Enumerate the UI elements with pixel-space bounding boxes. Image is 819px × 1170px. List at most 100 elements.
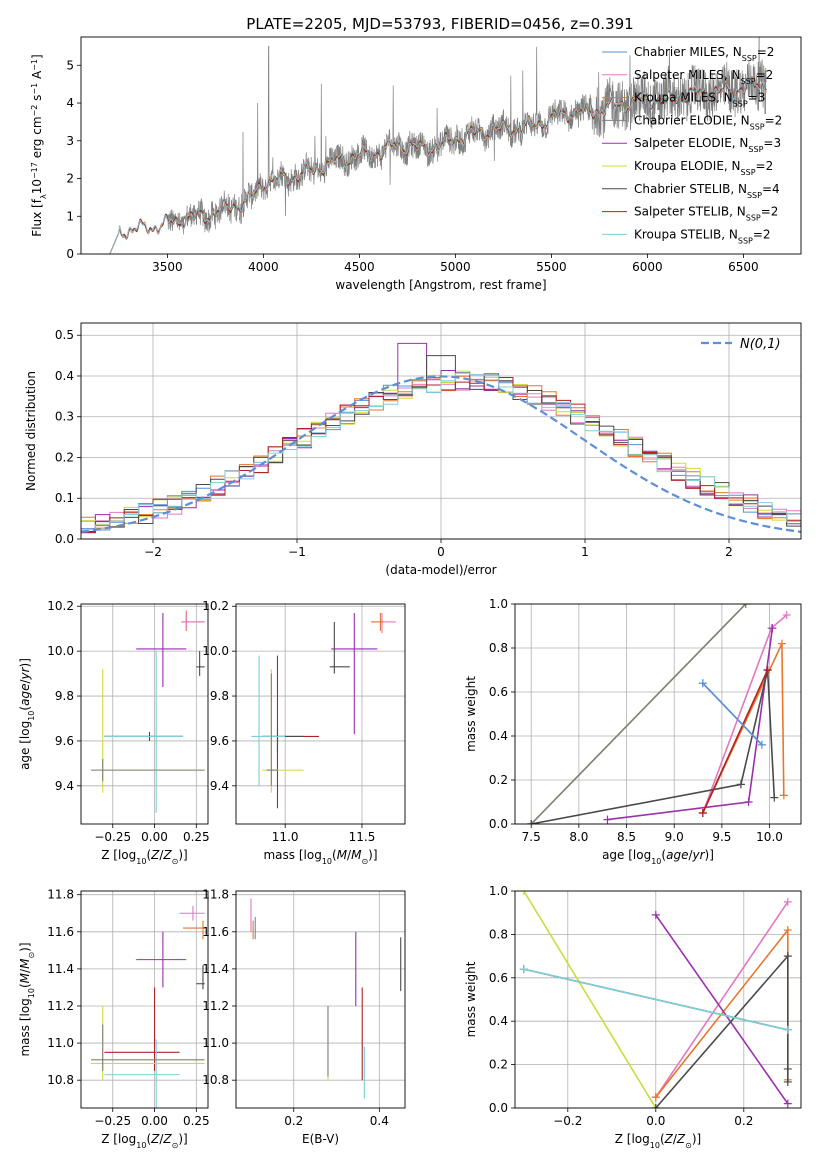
tick-label-x: 0.2 (734, 1114, 753, 1128)
label-part: −17 (30, 162, 39, 179)
weight-marker-salp_elodie (651, 910, 660, 919)
tick-label-x: 0 (437, 545, 445, 559)
tick-label-y: 3 (66, 134, 74, 148)
axes-frame (80, 890, 209, 1109)
plot-area (91, 610, 205, 813)
weight-marker-salp_elodie (744, 798, 753, 806)
tick-label-x: 0.0 (646, 1114, 665, 1128)
legend-entry: Salpeter STELIB, NSSP=2 (634, 205, 778, 223)
label-part: E(B-V) (302, 1132, 339, 1146)
tick-label-x: 5000 (440, 260, 471, 274)
label-part: erg cm (30, 116, 44, 162)
label-part: / (688, 848, 693, 862)
legend-entry: Chabrier ELODIE, NSSP=2 (634, 113, 782, 130)
tick-label-y: 0.4 (489, 729, 508, 743)
label-part: 10 (136, 857, 146, 866)
legend-name: Kroupa ELODIE, N (634, 159, 741, 173)
weight-marker-chab_miles (698, 679, 707, 688)
tick-label-y: 2 (66, 172, 74, 186)
label-part: ⊙ (172, 1141, 179, 1150)
tick-label-y: 9.6 (210, 734, 229, 748)
tick-label-y: 10.8 (202, 1073, 229, 1087)
legend-name: Salpeter MILES, N (634, 68, 741, 82)
tick-label-x: 2 (725, 545, 733, 559)
label-part: λ (39, 194, 48, 199)
tick-label-y: 0.5 (55, 328, 74, 342)
legend-entry: Chabrier STELIB, NSSP=4 (634, 182, 780, 200)
weight-line-chab_stelib (531, 669, 776, 824)
label-part: age [log (602, 848, 651, 862)
x-axis-label: Z [log10(Z/Z⊙)] (101, 848, 187, 866)
tick-label-y: 0.2 (55, 450, 74, 464)
tick-label-x: −1 (288, 545, 306, 559)
tick-label-x: 6500 (728, 260, 759, 274)
tick-label-x: 0.00 (141, 830, 168, 844)
label-part: / (347, 848, 352, 862)
label-part: )] (178, 848, 187, 862)
weight-marker-kroupa_miles (779, 791, 788, 800)
tick-label-x: −0.2 (553, 1114, 582, 1128)
gaussian-curve (81, 375, 801, 533)
legend-suffix: =3 (763, 136, 781, 150)
legend-entry: Kroupa STELIB, NSSP=2 (634, 227, 771, 245)
weight-line-kroupa_miles (655, 927, 789, 1098)
weight-marker-kroupa_elodie (519, 891, 528, 895)
label-part: 10 (650, 1141, 660, 1150)
label-part: / (673, 1132, 678, 1146)
label-part: ( (661, 848, 666, 862)
label-part: −1 (30, 83, 39, 95)
weight-line-chab_stelib (655, 953, 789, 1108)
tick-label-y: 10.2 (202, 599, 229, 613)
tick-label-y: 9.4 (55, 779, 74, 793)
tick-label-x: −2 (144, 545, 162, 559)
label-part: mass [log (18, 998, 32, 1056)
label-part: mass weight (464, 676, 478, 752)
tick-label-x: 8.5 (617, 830, 636, 844)
weight-marker-chab_stelib (527, 820, 536, 824)
label-part: s (30, 95, 44, 105)
legend-sub: SSP (738, 236, 753, 245)
residual-hist-kroupa_stelib (81, 372, 801, 531)
legend-suffix: =2 (753, 227, 771, 241)
tick-label-y: 11.0 (202, 1036, 229, 1050)
tick-label-y: 11.8 (47, 888, 74, 902)
label-part: mass [log (263, 848, 321, 862)
legend-sub: SSP (748, 145, 763, 154)
panel-weight_vs_age: 7.5 8.0 8.5 9.0 9.5 10.0 0.0 0.2 0.4 0.6 0.8 1.0 age… (464, 597, 802, 866)
tick-label-x: 8.0 (569, 830, 588, 844)
tick-label-y: 0 (66, 247, 74, 261)
label-part: Z [log (101, 848, 136, 862)
spectrum-model-chab_stelib (109, 77, 767, 254)
legend-name: Chabrier STELIB, N (634, 182, 747, 196)
label-part: M (337, 848, 348, 862)
tick-label-x: 9.0 (665, 830, 684, 844)
legend-suffix: =2 (765, 113, 783, 127)
weight-line-salp_elodie (607, 628, 774, 821)
tick-label-y: 11.2 (47, 999, 74, 1013)
tick-label-y: 1 (66, 209, 74, 223)
tick-label-y: 11.8 (202, 888, 229, 902)
legend-name: Chabrier ELODIE, N (634, 113, 750, 127)
weight-marker-kroupa_stelib (783, 1025, 792, 1034)
label-part: Flux [f (30, 198, 44, 236)
label-part: )] (18, 658, 32, 667)
label-part: −2 (30, 105, 39, 117)
tick-label-x: 4000 (248, 260, 279, 274)
legend-name: Chabrier MILES, N (634, 45, 742, 59)
axes-frame (235, 890, 406, 1109)
tick-label-y: 0.0 (489, 1101, 508, 1115)
label-part: ( (146, 1132, 151, 1146)
label-part: ( (18, 706, 32, 711)
label-part: M (18, 972, 32, 983)
weight-marker-salp_miles (782, 611, 791, 619)
weight-marker-kroupa_miles (651, 1093, 660, 1102)
tick-label-y: 0.4 (55, 369, 74, 383)
tick-label-x: 10.0 (756, 830, 783, 844)
y-axis-label: Normed distribution (24, 371, 38, 491)
tick-label-x: 6000 (632, 260, 663, 274)
tick-label-x: 1 (581, 545, 589, 559)
y-axis-label: age [log10(age/yr)] (18, 658, 36, 770)
label-part: ⊙ (361, 857, 368, 866)
tick-label-y: 9.8 (210, 689, 229, 703)
